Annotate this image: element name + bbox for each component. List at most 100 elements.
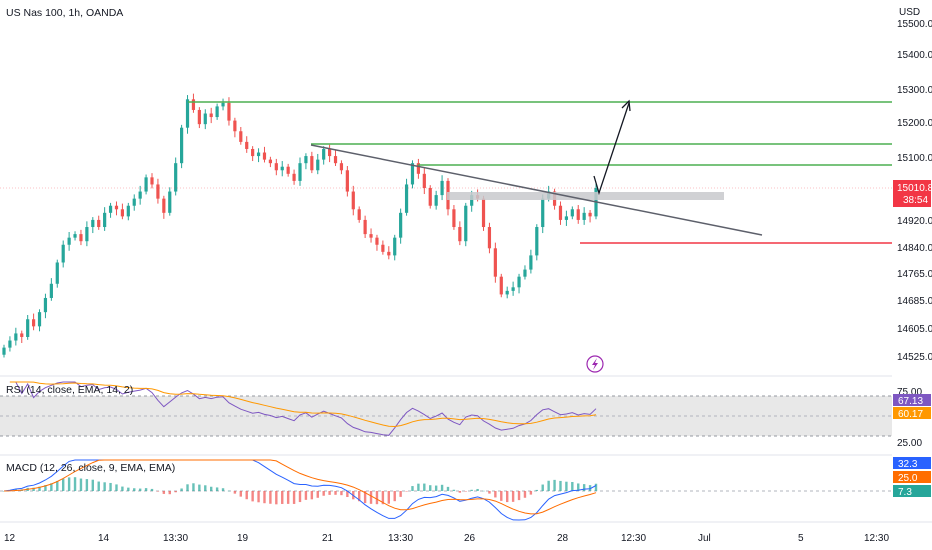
time-label: 26 <box>464 533 476 544</box>
macd-histogram-bar <box>452 489 456 491</box>
candle-body <box>156 184 160 199</box>
candle-body <box>221 102 225 107</box>
macd-histogram-bar <box>494 491 497 498</box>
price-axis[interactable]: USD 15500.0 15400.0 15300.0 15200.0 1510… <box>893 7 932 363</box>
candle-body <box>399 212 403 238</box>
candle-body <box>227 102 231 121</box>
candle-body <box>280 166 284 171</box>
candle-body <box>541 198 545 228</box>
candle-body <box>416 163 420 174</box>
macd-histogram-bar <box>286 491 290 504</box>
candles <box>2 93 598 358</box>
macd-histogram-bar <box>417 483 420 491</box>
candle-body <box>239 131 243 142</box>
signal-value: 25.0 <box>898 473 918 484</box>
macd-histogram-bar <box>363 491 367 504</box>
candle-body <box>339 163 344 171</box>
time-label: 5 <box>798 533 804 544</box>
rsi-ema-value: 60.17 <box>898 409 923 420</box>
candle-body <box>470 195 474 206</box>
macd-histogram-bar <box>67 477 71 491</box>
time-label: 12:30 <box>621 533 646 544</box>
candle-body <box>138 191 142 199</box>
macd-histogram-bar <box>411 486 414 491</box>
candle-body <box>132 198 136 206</box>
time-label: 13:30 <box>163 533 188 544</box>
macd-histogram-bar <box>275 491 278 505</box>
macd-histogram-bar <box>446 486 450 491</box>
macd-histogram-bar <box>2 491 6 492</box>
price-tick: 15100.0 <box>897 153 932 164</box>
candle-body <box>32 319 36 327</box>
macd-histogram-bar <box>91 479 94 491</box>
candle-body <box>85 227 89 242</box>
candle-body <box>209 113 213 118</box>
rsi-line <box>9 381 597 436</box>
macd-histogram-bar <box>375 491 379 505</box>
rsi-axis[interactable]: 75.00 67.13 60.17 25.00 <box>893 387 931 449</box>
price-badge <box>893 180 931 207</box>
rsi-ema-line <box>9 381 597 428</box>
price-tick: 14840.0 <box>897 243 932 254</box>
macd-histogram-bar <box>506 491 509 503</box>
macd-histogram-bar <box>198 484 201 491</box>
macd-histogram-bar <box>423 483 426 491</box>
macd-histogram-bar <box>38 486 41 491</box>
macd-histogram-bar <box>464 491 467 492</box>
time-label: 12 <box>4 533 16 544</box>
candle-body <box>357 209 361 220</box>
candle-body <box>298 163 302 181</box>
candle-body <box>174 163 178 192</box>
macd-histogram-bar <box>310 491 314 500</box>
lightning-icon[interactable] <box>586 355 604 373</box>
candle-body <box>274 163 278 171</box>
macd-histogram-bar <box>553 479 556 491</box>
macd-histogram-bar <box>109 482 112 491</box>
macd-histogram-bar <box>298 491 302 503</box>
macd-histogram-bar <box>517 491 521 501</box>
candle-body <box>387 251 391 256</box>
candle-body <box>333 156 338 164</box>
macd-histogram-bar <box>204 485 207 491</box>
rsi-title: RSI (14, close, EMA, 14, 2) <box>6 384 133 396</box>
macd-histogram-bar <box>257 491 260 503</box>
trend-line[interactable] <box>310 144 763 236</box>
candle-body <box>316 159 320 171</box>
countdown-label: 38:54 <box>903 195 928 206</box>
candle-body <box>79 234 83 242</box>
macd-histogram-bar <box>399 491 402 497</box>
candle-body <box>310 156 314 171</box>
time-axis[interactable]: 12 14 13:30 19 21 13:30 26 28 12:30 Jul … <box>4 533 889 544</box>
macd-histogram-bar <box>133 488 136 491</box>
macd-histogram-bar <box>156 491 160 492</box>
macd-axis[interactable]: 32.3 25.0 7.3 <box>893 457 931 498</box>
candle-body <box>328 148 332 157</box>
macd-histogram-bar <box>582 484 586 491</box>
macd-histogram-bar <box>192 483 195 491</box>
rsi-value: 67.13 <box>898 396 923 407</box>
candle-body <box>262 152 267 160</box>
time-label: 21 <box>322 533 334 544</box>
macd-histogram-bar <box>565 481 568 491</box>
macd-histogram-bar <box>292 491 296 504</box>
candle-body <box>26 319 30 337</box>
price-tick: 15400.0 <box>897 50 932 61</box>
signal-line <box>3 459 597 515</box>
macd-histogram-bar <box>340 491 343 496</box>
macd-histogram-bar <box>144 488 148 491</box>
candle-body <box>570 209 574 217</box>
candle-body <box>126 205 130 217</box>
macd-histogram-bar <box>44 485 47 491</box>
macd-histogram-bar <box>488 491 491 494</box>
projection-arrow[interactable] <box>593 102 630 196</box>
candle-body <box>481 198 486 228</box>
candle-body <box>434 195 438 206</box>
macd-histogram-bar <box>168 491 171 495</box>
consolidation-zone[interactable] <box>447 192 724 200</box>
candle-body <box>499 276 503 295</box>
candle-body <box>558 205 563 220</box>
candle-body <box>511 287 515 291</box>
candle-body <box>268 159 272 164</box>
candle-body <box>505 290 509 295</box>
